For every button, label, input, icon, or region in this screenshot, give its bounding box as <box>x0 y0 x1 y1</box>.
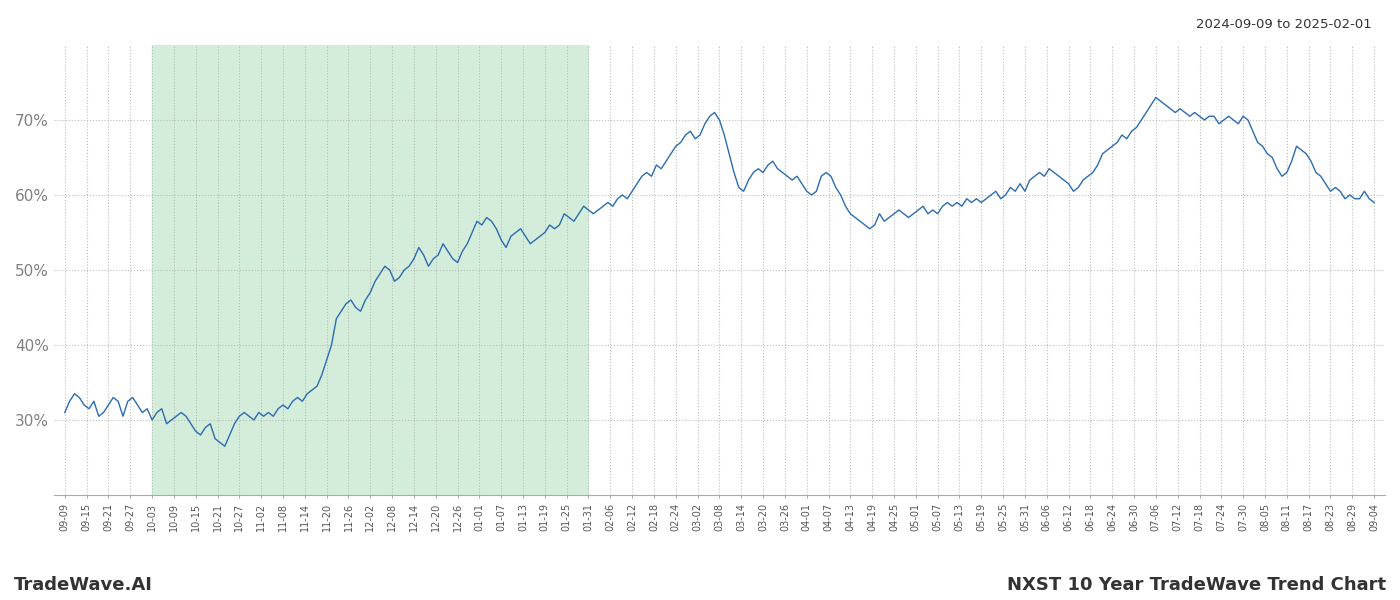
Bar <box>153 45 588 495</box>
Text: NXST 10 Year TradeWave Trend Chart: NXST 10 Year TradeWave Trend Chart <box>1007 576 1386 594</box>
Text: TradeWave.AI: TradeWave.AI <box>14 576 153 594</box>
Text: 2024-09-09 to 2025-02-01: 2024-09-09 to 2025-02-01 <box>1196 18 1372 31</box>
